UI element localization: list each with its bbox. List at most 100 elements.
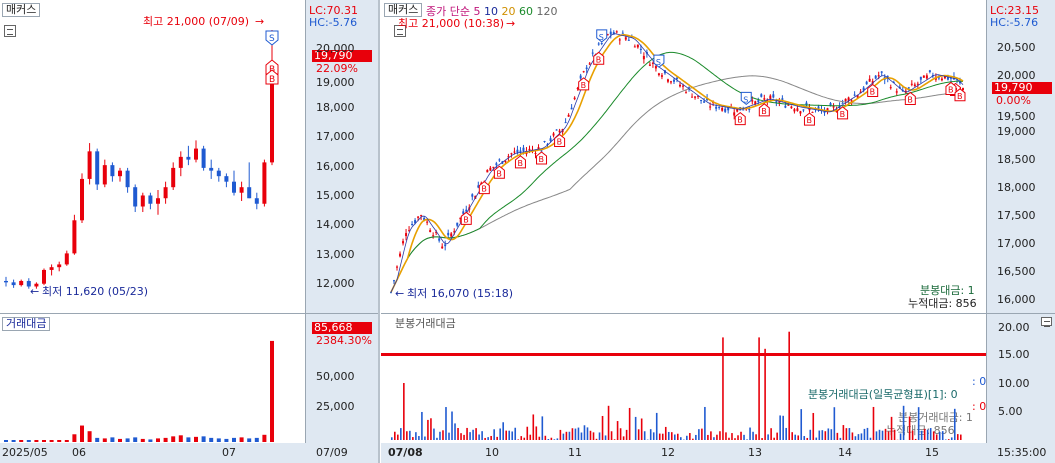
minute-volume-bar — [836, 432, 839, 440]
minute-body — [829, 103, 832, 107]
minute-body — [438, 238, 441, 241]
left-daily-candles[interactable]: SBB — [0, 0, 306, 313]
minute-volume-bar — [457, 428, 459, 440]
marker-shape — [536, 151, 548, 165]
right-price-pane[interactable] — [381, 0, 987, 313]
minute-body — [459, 217, 462, 219]
minute-volume-bar — [833, 407, 836, 440]
minute-body — [513, 151, 516, 153]
minute-volume-bar — [794, 434, 797, 440]
candle-body — [262, 162, 267, 204]
right-ticker-label[interactable]: 매커스 — [384, 3, 423, 17]
buy-marker: B — [734, 111, 746, 126]
minute-body — [799, 111, 802, 114]
minute-body — [817, 106, 820, 109]
minute-volume-bar — [658, 433, 661, 440]
minute-body — [528, 148, 531, 150]
right-volume-pane[interactable] — [381, 314, 986, 443]
right-minute-candles[interactable]: BBBBBBBBSSBSBBBBBBBB — [381, 0, 987, 313]
left-volume-pane[interactable] — [0, 314, 305, 443]
minute-volume-bar — [406, 431, 408, 440]
minute-body — [871, 81, 874, 84]
minute-volume-bar — [505, 430, 507, 440]
minute-body — [907, 87, 910, 89]
candle-body — [80, 178, 84, 221]
minute-volume-bar — [782, 415, 784, 440]
minute-volume-bar — [622, 436, 625, 440]
right-settings-icon[interactable] — [394, 25, 406, 37]
minute-volume-bar — [764, 348, 766, 440]
minute-body — [504, 160, 507, 162]
minute-volume-bar — [430, 418, 432, 440]
volume-bar — [209, 437, 214, 442]
minute-volume-bar — [878, 429, 881, 440]
volume-collapse-icon[interactable] — [1041, 317, 1052, 327]
minute-volume-bar — [514, 427, 517, 440]
minute-body — [396, 266, 399, 268]
minute-volume-bar — [565, 431, 568, 440]
minute-volume-bar — [637, 429, 640, 440]
buy-marker-shape — [265, 69, 279, 85]
minute-volume-bar — [908, 416, 911, 440]
minute-volume-bar — [412, 437, 414, 440]
cumulative-label: 누적대금: 856 — [908, 297, 977, 310]
volume-bar — [156, 438, 160, 442]
volume-bar — [102, 438, 107, 442]
sell-marker: S — [740, 91, 752, 106]
minute-volume-bar — [869, 437, 872, 440]
minute-volume-bar — [517, 439, 520, 440]
minute-volume-bar — [773, 437, 775, 440]
minute-volume-bar — [890, 416, 893, 440]
minute-volume-bar — [400, 428, 402, 440]
minute-body — [492, 166, 495, 168]
volume-bar — [72, 434, 77, 442]
sell-marker: S — [653, 54, 665, 68]
right-volume-bars — [381, 331, 986, 440]
minute-body — [874, 75, 877, 79]
minute-body — [769, 95, 772, 99]
minute-volume-bar — [749, 427, 751, 440]
minute-body — [546, 143, 549, 145]
minute-volume-bar — [860, 433, 863, 440]
minute-volume-bar — [800, 409, 803, 440]
minute-volume-bar — [875, 431, 878, 440]
minute-volume-bar — [478, 434, 480, 440]
minute-body — [648, 64, 651, 66]
volume-bar — [95, 437, 100, 442]
minute-body — [423, 217, 426, 221]
minute-body — [916, 83, 919, 85]
minute-volume-bar — [433, 428, 435, 440]
minute-volume-bar — [649, 429, 652, 440]
minute-volume-bar — [707, 434, 709, 440]
minute-body — [958, 81, 961, 84]
marker-shape — [758, 103, 770, 117]
left-low-arrow: ← — [30, 285, 40, 298]
minute-body — [805, 102, 808, 106]
buy-marker: B — [514, 155, 526, 169]
minute-body — [694, 96, 697, 98]
minute-body — [787, 104, 790, 106]
buy-marker-text: B — [269, 75, 275, 85]
right-x-axis — [381, 443, 1055, 463]
minute-body — [462, 211, 465, 214]
marker-text: B — [539, 155, 545, 164]
marker-text: B — [737, 116, 743, 125]
left-volume-badge: 85,668 — [312, 322, 372, 334]
marker-shape — [593, 51, 605, 65]
minute-volume-bar — [899, 433, 902, 440]
candle-body — [224, 176, 229, 182]
minute-body — [847, 97, 850, 101]
minute-volume-bar — [884, 428, 887, 440]
ma-legend-20: 20 — [501, 5, 516, 18]
minute-body — [925, 75, 928, 79]
left-price-pane[interactable] — [0, 0, 306, 313]
minute-volume-bar — [788, 331, 790, 440]
minute-volume-bar — [421, 411, 423, 440]
left-settings-icon[interactable] — [4, 25, 16, 37]
marker-shape — [740, 91, 752, 106]
left-ticker-label[interactable]: 매커스 — [2, 3, 41, 17]
left-y-tick: 12,000 — [316, 277, 355, 290]
minute-volume-bar — [686, 435, 688, 440]
minute-body — [844, 98, 847, 102]
minute-volume-bar — [634, 416, 637, 440]
